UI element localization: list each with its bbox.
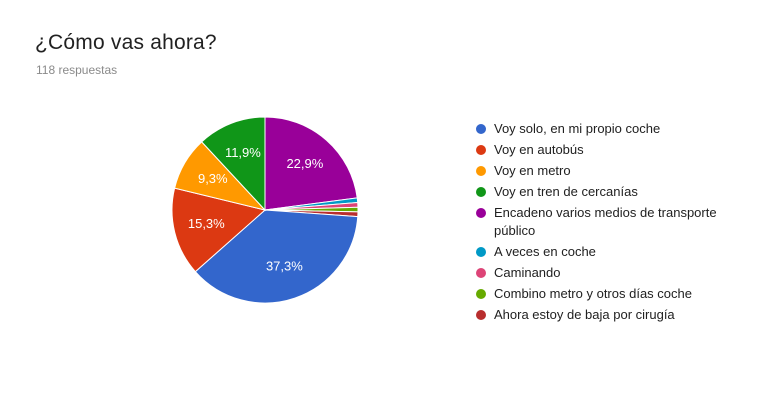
legend-item: A veces en coche [476,243,738,261]
pie-slice[interactable] [264,116,358,211]
legend-bullet-icon [476,268,486,278]
pie-slice[interactable] [171,187,267,273]
pie-slice[interactable] [194,209,359,304]
legend-item-label: A veces en coche [494,244,596,259]
legend-item-label: Caminando [494,265,561,280]
slice-percent-label: 37,3% [266,259,303,274]
legend: Voy solo, en mi propio coche Voy en auto… [476,120,738,327]
legend-bullet-icon [476,187,486,197]
legend-item-label: Encadeno varios medios de transporte púb… [494,205,717,238]
legend-item: Voy en autobús [476,141,738,159]
response-count: 118 respuestas [36,63,118,77]
legend-bullet-icon [476,166,486,176]
legend-bullet-icon [476,310,486,320]
legend-item: Voy solo, en mi propio coche [476,120,738,138]
legend-bullet-icon [476,208,486,218]
legend-item: Voy en tren de cercanías [476,183,738,201]
slice-percent-label: 11,9% [225,145,261,160]
legend-item-label: Voy solo, en mi propio coche [494,121,661,136]
pie-slice[interactable] [201,116,266,212]
legend-item: Encadeno varios medios de transporte púb… [476,204,738,240]
legend-item-label: Voy en metro [494,163,571,178]
legend-bullet-icon [476,145,486,155]
pie-chart-svg: 22,9% 37,3% 15,3% 9,3% 11,9% [171,116,359,304]
legend-item: Ahora estoy de baja por cirugía [476,306,738,324]
pie-chart: 22,9% 37,3% 15,3% 9,3% 11,9% [140,85,390,335]
legend-item: Combino metro y otros días coche [476,285,738,303]
legend-item-label: Ahora estoy de baja por cirugía [494,307,675,322]
legend-bullet-icon [476,247,486,257]
legend-item-label: Combino metro y otros días coche [494,286,692,301]
slice-percent-label: 22,9% [286,156,323,171]
legend-item: Voy en metro [476,162,738,180]
legend-item-label: Voy en autobús [494,142,584,157]
slice-percent-label: 9,3% [198,171,228,186]
slice-percent-label: 15,3% [188,216,225,231]
legend-item: Caminando [476,264,738,282]
question-title: ¿Cómo vas ahora? [35,31,217,54]
legend-item-label: Voy en tren de cercanías [494,184,638,199]
legend-bullet-icon [476,289,486,299]
legend-bullet-icon [476,124,486,134]
